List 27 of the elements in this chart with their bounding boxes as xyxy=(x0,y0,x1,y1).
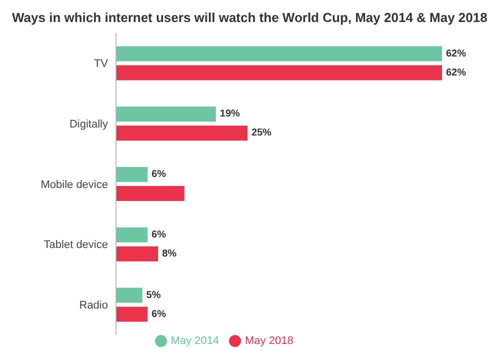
y-tick-label: TV xyxy=(94,58,109,70)
data-label: 5% xyxy=(146,290,161,301)
bar xyxy=(116,288,142,303)
data-label: 62% xyxy=(446,67,466,78)
y-tick-label: Tablet device xyxy=(44,239,108,252)
data-label: 6% xyxy=(152,308,166,320)
chart-title: Ways in which internet users will watch the World Cup, May 2014 & May 2018 xyxy=(11,9,488,27)
bar xyxy=(116,65,442,80)
y-tick-label: Radio xyxy=(79,300,108,312)
bar xyxy=(116,227,148,242)
data-label: 62% xyxy=(446,48,466,60)
legend-label: May 2018 xyxy=(245,334,294,347)
legend-label: May 2014 xyxy=(170,334,219,347)
bar xyxy=(116,306,148,322)
data-label: 25% xyxy=(251,128,272,139)
data-label: 19% xyxy=(220,108,240,120)
y-tick-label: Digitally xyxy=(69,118,108,130)
bar xyxy=(116,126,248,141)
data-label: 6% xyxy=(152,169,166,180)
data-label: 8% xyxy=(162,248,177,260)
bar xyxy=(116,186,184,202)
bar xyxy=(116,167,148,182)
data-label: 6% xyxy=(152,229,166,240)
bar xyxy=(116,246,158,262)
y-tick-label: Mobile device xyxy=(40,178,108,191)
bar xyxy=(116,46,442,62)
bar xyxy=(116,106,216,122)
